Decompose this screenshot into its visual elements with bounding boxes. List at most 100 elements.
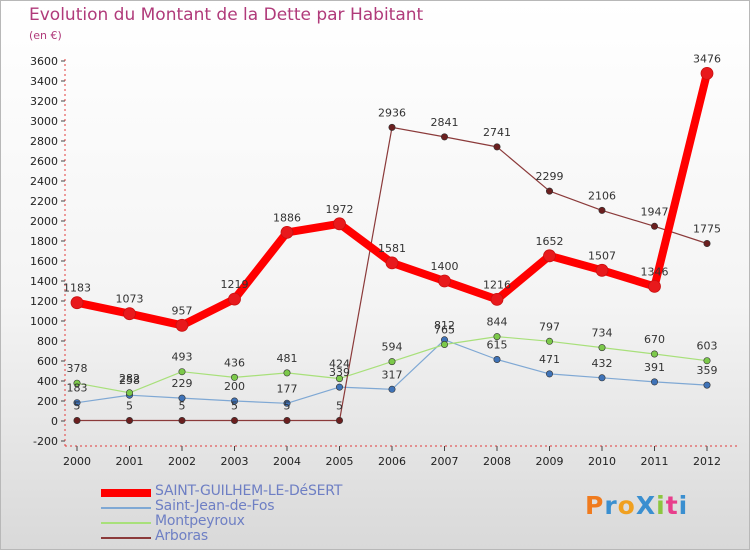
- x-tick-label: 2012: [693, 455, 721, 468]
- series-point-3: [650, 222, 658, 230]
- series-point-1: [703, 381, 711, 389]
- series-point-2: [598, 344, 606, 352]
- data-label: 3476: [693, 52, 721, 65]
- data-label: 5: [179, 400, 186, 413]
- data-label: 5: [284, 400, 291, 413]
- legend-label: Arboras: [155, 528, 209, 544]
- logo-letter: o: [617, 491, 636, 520]
- data-label: 615: [487, 339, 508, 352]
- series-point-1: [493, 355, 501, 363]
- data-label: 1073: [116, 293, 144, 306]
- series-point-1: [335, 383, 343, 391]
- logo-letter: i: [656, 491, 666, 520]
- series-point-1: [598, 374, 606, 382]
- series-point-1: [231, 397, 239, 405]
- x-tick-label: 2005: [326, 455, 354, 468]
- data-label: 1775: [693, 223, 721, 236]
- data-label: 183: [67, 382, 88, 395]
- x-tick-label: 2000: [63, 455, 91, 468]
- y-tick-label: 200: [37, 395, 58, 408]
- logo-letter: i: [678, 491, 689, 520]
- series-point-0: [438, 274, 451, 288]
- series-point-3: [126, 416, 134, 424]
- chart-subtitle: (en €): [29, 29, 62, 42]
- data-labels-layer: 1183 1073 957 1219 1886 1972 1581 1400 1216 1652 1…: [63, 52, 721, 412]
- data-label: 2741: [483, 126, 511, 139]
- data-label: 765: [434, 324, 455, 337]
- data-label: 812: [434, 319, 455, 332]
- data-label: 177: [277, 382, 298, 395]
- series-point-2: [545, 337, 553, 345]
- data-label: 200: [224, 380, 245, 393]
- data-label: 734: [592, 327, 613, 340]
- y-tick-label: 2200: [30, 195, 58, 208]
- y-tick-label: 2800: [30, 135, 58, 148]
- y-tick-label: 2400: [30, 175, 58, 188]
- series-point-0: [175, 318, 189, 332]
- proxiti-logo: ProXiti: [585, 491, 688, 520]
- data-label: 5: [231, 400, 238, 413]
- series-point-1: [545, 370, 553, 378]
- legend-swatch: [101, 489, 151, 497]
- data-label: 359: [697, 364, 718, 377]
- series-point-2: [231, 373, 239, 381]
- data-label: 1947: [641, 205, 669, 218]
- series-point-3: [598, 206, 606, 214]
- series-layer: [70, 67, 714, 424]
- series-point-1: [73, 399, 81, 407]
- y-tick-label: 1200: [30, 295, 58, 308]
- y-tick-label: 1000: [30, 315, 58, 328]
- y-tick-label: 400: [37, 375, 58, 388]
- series-point-3: [231, 416, 239, 424]
- data-label: 2841: [431, 116, 459, 129]
- series-point-2: [283, 369, 291, 377]
- x-tick-label: 2007: [431, 455, 459, 468]
- series-point-3: [335, 416, 343, 424]
- data-label: 957: [172, 304, 193, 317]
- data-label: 1183: [63, 282, 91, 295]
- y-tick-label: 3400: [30, 75, 58, 88]
- legend-label: Saint-Jean-de-Fos: [155, 498, 275, 514]
- data-label: 432: [592, 357, 613, 370]
- legend-swatch: [101, 537, 151, 539]
- y-tick-label: 1400: [30, 275, 58, 288]
- series-point-2: [73, 379, 81, 387]
- logo-letter: t: [665, 491, 679, 520]
- data-label: 1400: [431, 260, 459, 273]
- series-point-1: [388, 385, 396, 393]
- data-label: 2936: [378, 106, 406, 119]
- data-label: 1507: [588, 249, 616, 262]
- data-label: 471: [539, 353, 560, 366]
- data-label: 481: [277, 352, 298, 365]
- series-point-2: [388, 358, 396, 366]
- legend-swatch: [101, 507, 151, 509]
- data-label: 391: [644, 361, 665, 374]
- data-label: 797: [539, 320, 560, 333]
- data-label: 5: [336, 400, 343, 413]
- series-point-0: [648, 279, 661, 293]
- data-label: 594: [382, 341, 403, 354]
- data-label: 603: [697, 340, 718, 353]
- legend-swatch: [101, 522, 151, 524]
- y-tick-label: 0: [51, 415, 58, 428]
- data-label: 5: [126, 400, 133, 413]
- x-tick-label: 2002: [168, 455, 196, 468]
- data-label: 339: [329, 366, 350, 379]
- data-label: 844: [487, 316, 508, 329]
- x-tick-label: 2010: [588, 455, 616, 468]
- series-point-0: [543, 249, 556, 263]
- series-point-0: [123, 307, 136, 321]
- series-point-0: [385, 256, 399, 270]
- x-tick-label: 2011: [641, 455, 669, 468]
- series-point-3: [440, 133, 448, 141]
- y-tick-label: 2000: [30, 215, 58, 228]
- series-point-3: [178, 416, 186, 424]
- series-point-0: [700, 67, 714, 80]
- y-tick-label: 600: [37, 355, 58, 368]
- series-point-2: [650, 350, 658, 358]
- data-label: 1346: [641, 265, 669, 278]
- series-point-0: [333, 217, 346, 231]
- series-point-1: [283, 399, 291, 407]
- series-point-0: [70, 296, 84, 310]
- logo-letter: X: [635, 491, 657, 520]
